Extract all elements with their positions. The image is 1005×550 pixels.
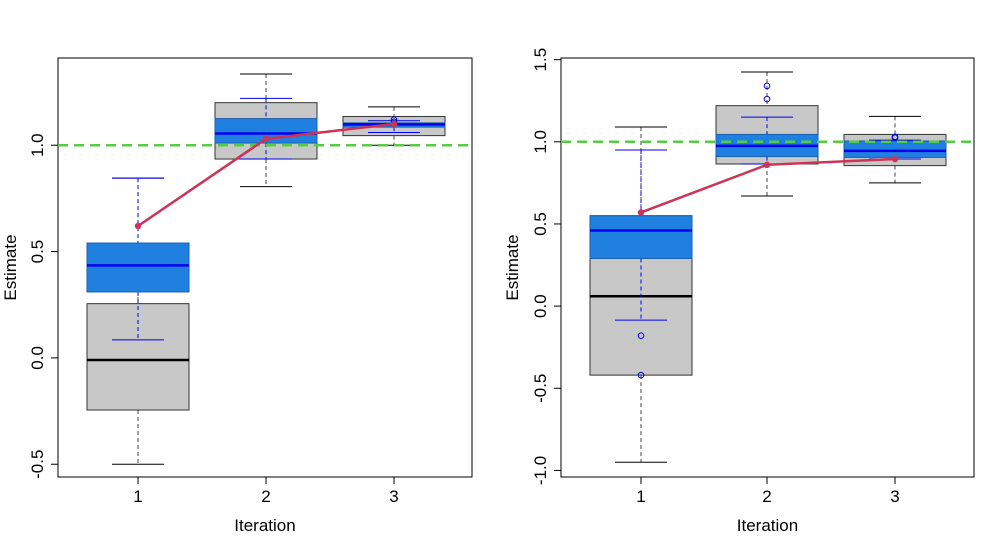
blue-box <box>86 242 190 293</box>
y-tick-label: 1.5 <box>531 48 550 72</box>
y-tick-label: 1.0 <box>531 130 550 154</box>
y-tick-label: -0.5 <box>28 450 47 479</box>
x-tick-label: 2 <box>762 487 771 506</box>
blue-outlier-point <box>637 371 645 379</box>
trend-point <box>390 120 398 128</box>
y-tick-label: -1.0 <box>531 456 550 485</box>
x-axis-label: Iteration <box>234 516 295 535</box>
blue-outlier-point <box>891 134 899 141</box>
trend-point <box>891 155 899 163</box>
y-tick-label: 0.0 <box>28 346 47 370</box>
y-tick-label: 0.5 <box>531 212 550 236</box>
y-tick-label: -0.5 <box>531 374 550 403</box>
blue-outlier-point <box>637 332 645 339</box>
trend-point <box>763 161 771 169</box>
x-axis-label: Iteration <box>737 516 798 535</box>
left-chart-panel: -0.5 0.0 0.5 1.0 1 2 3 Iteration Estimate <box>1 57 473 535</box>
trend-point <box>134 222 142 230</box>
y-tick-label: 1.0 <box>28 133 47 157</box>
right-chart-panel: -1.0 -0.5 0.0 0.5 1.0 1.5 1 2 3 Iteration Estimate <box>503 48 975 535</box>
blue-outlier-point <box>763 95 771 103</box>
x-tick-label: 1 <box>133 487 142 506</box>
y-axis-label: Estimate <box>1 234 20 300</box>
y-tick-label: 0.5 <box>28 240 47 264</box>
x-tick-label: 1 <box>636 487 645 506</box>
blue-box <box>589 215 693 259</box>
trend-point <box>262 135 270 143</box>
blue-box <box>843 140 947 158</box>
blue-outlier-point <box>763 82 771 90</box>
y-tick-label: 0.0 <box>531 294 550 318</box>
grey-box <box>86 303 190 411</box>
trend-point <box>637 209 645 216</box>
x-tick-label: 3 <box>389 487 398 506</box>
y-axis-label: Estimate <box>503 234 522 300</box>
x-tick-label: 3 <box>890 487 899 506</box>
x-tick-label: 2 <box>261 487 270 506</box>
plot-frame <box>57 57 473 478</box>
